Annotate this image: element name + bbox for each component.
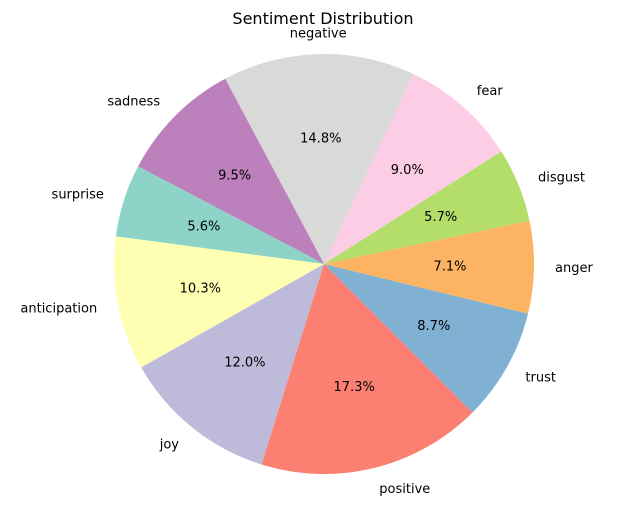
slice-percent-sadness: 9.5% (218, 169, 251, 184)
pie-slice-surprise (115, 166, 324, 264)
slice-label-positive: positive (379, 482, 430, 497)
pie-slice-trust (324, 264, 529, 413)
slice-label-fear: fear (477, 84, 504, 99)
pie-slice-positive (261, 264, 473, 474)
slice-percent-anger: 7.1% (433, 260, 466, 275)
slice-label-negative: negative (290, 27, 347, 42)
chart-title: Sentiment Distribution (232, 9, 413, 28)
slice-label-sadness: sadness (107, 95, 160, 110)
slice-label-anger: anger (555, 261, 593, 276)
pie-slices (114, 54, 534, 474)
pie-slice-negative (225, 54, 414, 264)
slice-percent-trust: 8.7% (417, 319, 450, 334)
pie-slice-joy (141, 264, 324, 465)
pie-slice-fear (324, 73, 502, 265)
pie-labels: fear 9.0% negative 14.8% sadness 9.5% surprise… (20, 27, 593, 497)
slice-percent-positive: 17.3% (334, 380, 375, 395)
slice-percent-fear: 9.0% (391, 163, 424, 178)
slice-label-trust: trust (525, 371, 556, 386)
pie-slice-disgust (324, 151, 530, 264)
pie-slice-anticipation (114, 236, 324, 368)
slice-label-disgust: disgust (538, 170, 585, 185)
slice-label-surprise: surprise (52, 188, 104, 203)
slice-percent-anticipation: 10.3% (180, 282, 221, 297)
slice-percent-negative: 14.8% (300, 132, 341, 147)
slice-percent-joy: 12.0% (224, 356, 265, 371)
slice-label-anticipation: anticipation (20, 302, 97, 317)
slice-percent-surprise: 5.6% (187, 219, 220, 234)
pie-slice-sadness (138, 78, 324, 264)
pie-slice-anger (324, 220, 534, 314)
slice-label-joy: joy (159, 437, 180, 452)
slice-percent-disgust: 5.7% (424, 210, 457, 225)
